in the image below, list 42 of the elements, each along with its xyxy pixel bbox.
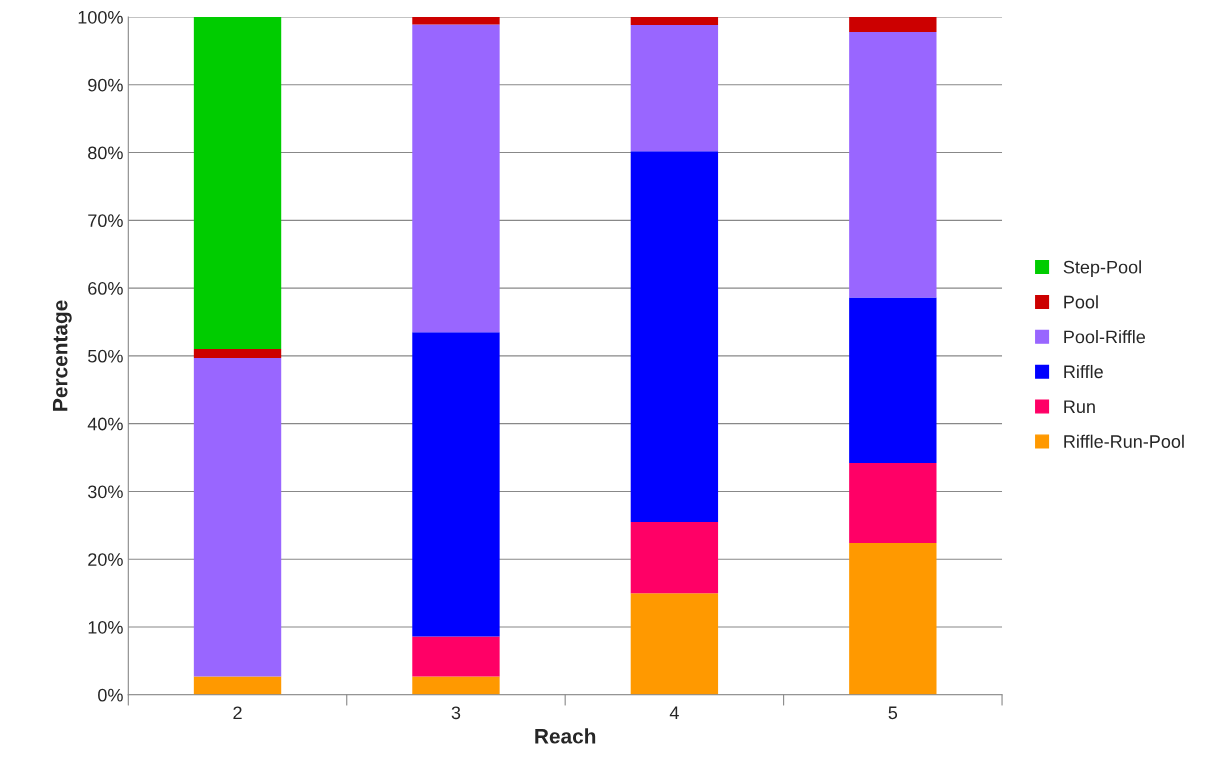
- bar: [193, 349, 282, 358]
- y-axis-title: Percentage: [52, 300, 72, 411]
- x-tick-label: 3: [451, 706, 461, 720]
- bar: [849, 297, 937, 463]
- legend-label: Pool: [1064, 295, 1098, 309]
- bar: [193, 676, 282, 695]
- bar: [849, 16, 937, 32]
- legend-label: Riffle-Run-Pool: [1064, 434, 1184, 448]
- bar: [630, 151, 719, 522]
- y-tick-label: 40%: [87, 417, 123, 431]
- bar: [412, 676, 500, 695]
- bar: [849, 31, 937, 298]
- bar: [412, 16, 500, 25]
- y-tick-label: 80%: [88, 146, 123, 160]
- bar: [412, 24, 500, 333]
- y-tick-label: 60%: [88, 282, 123, 295]
- y-tick-label: 70%: [88, 214, 123, 228]
- y-tick-label: 90%: [88, 78, 123, 92]
- bar: [412, 332, 500, 637]
- bar: [849, 542, 937, 695]
- bar: [630, 16, 719, 26]
- bar: [849, 462, 937, 543]
- y-tick-label: 20%: [88, 553, 123, 566]
- legend-label: Riffle: [1064, 364, 1103, 379]
- x-tick-label: 5: [888, 706, 898, 720]
- y-tick-label: 0%: [98, 688, 123, 702]
- y-tick-label: 30%: [88, 485, 123, 499]
- bar: [630, 593, 719, 695]
- bar: [630, 521, 719, 594]
- y-tick-label: 50%: [88, 349, 123, 363]
- y-tick-label: 100%: [78, 10, 123, 24]
- bar: [193, 357, 282, 677]
- bar: [630, 25, 719, 152]
- legend-label: Run: [1064, 400, 1095, 414]
- bar: [412, 636, 500, 677]
- x-axis-title: Reach: [535, 728, 596, 744]
- x-tick-label: 4: [669, 706, 679, 719]
- legend-label: Step-Pool: [1063, 260, 1141, 278]
- legend-label: Pool-Riffle: [1064, 330, 1146, 344]
- bar: [193, 16, 282, 350]
- x-tick-label: 2: [233, 706, 242, 719]
- y-tick-label: 10%: [88, 620, 123, 634]
